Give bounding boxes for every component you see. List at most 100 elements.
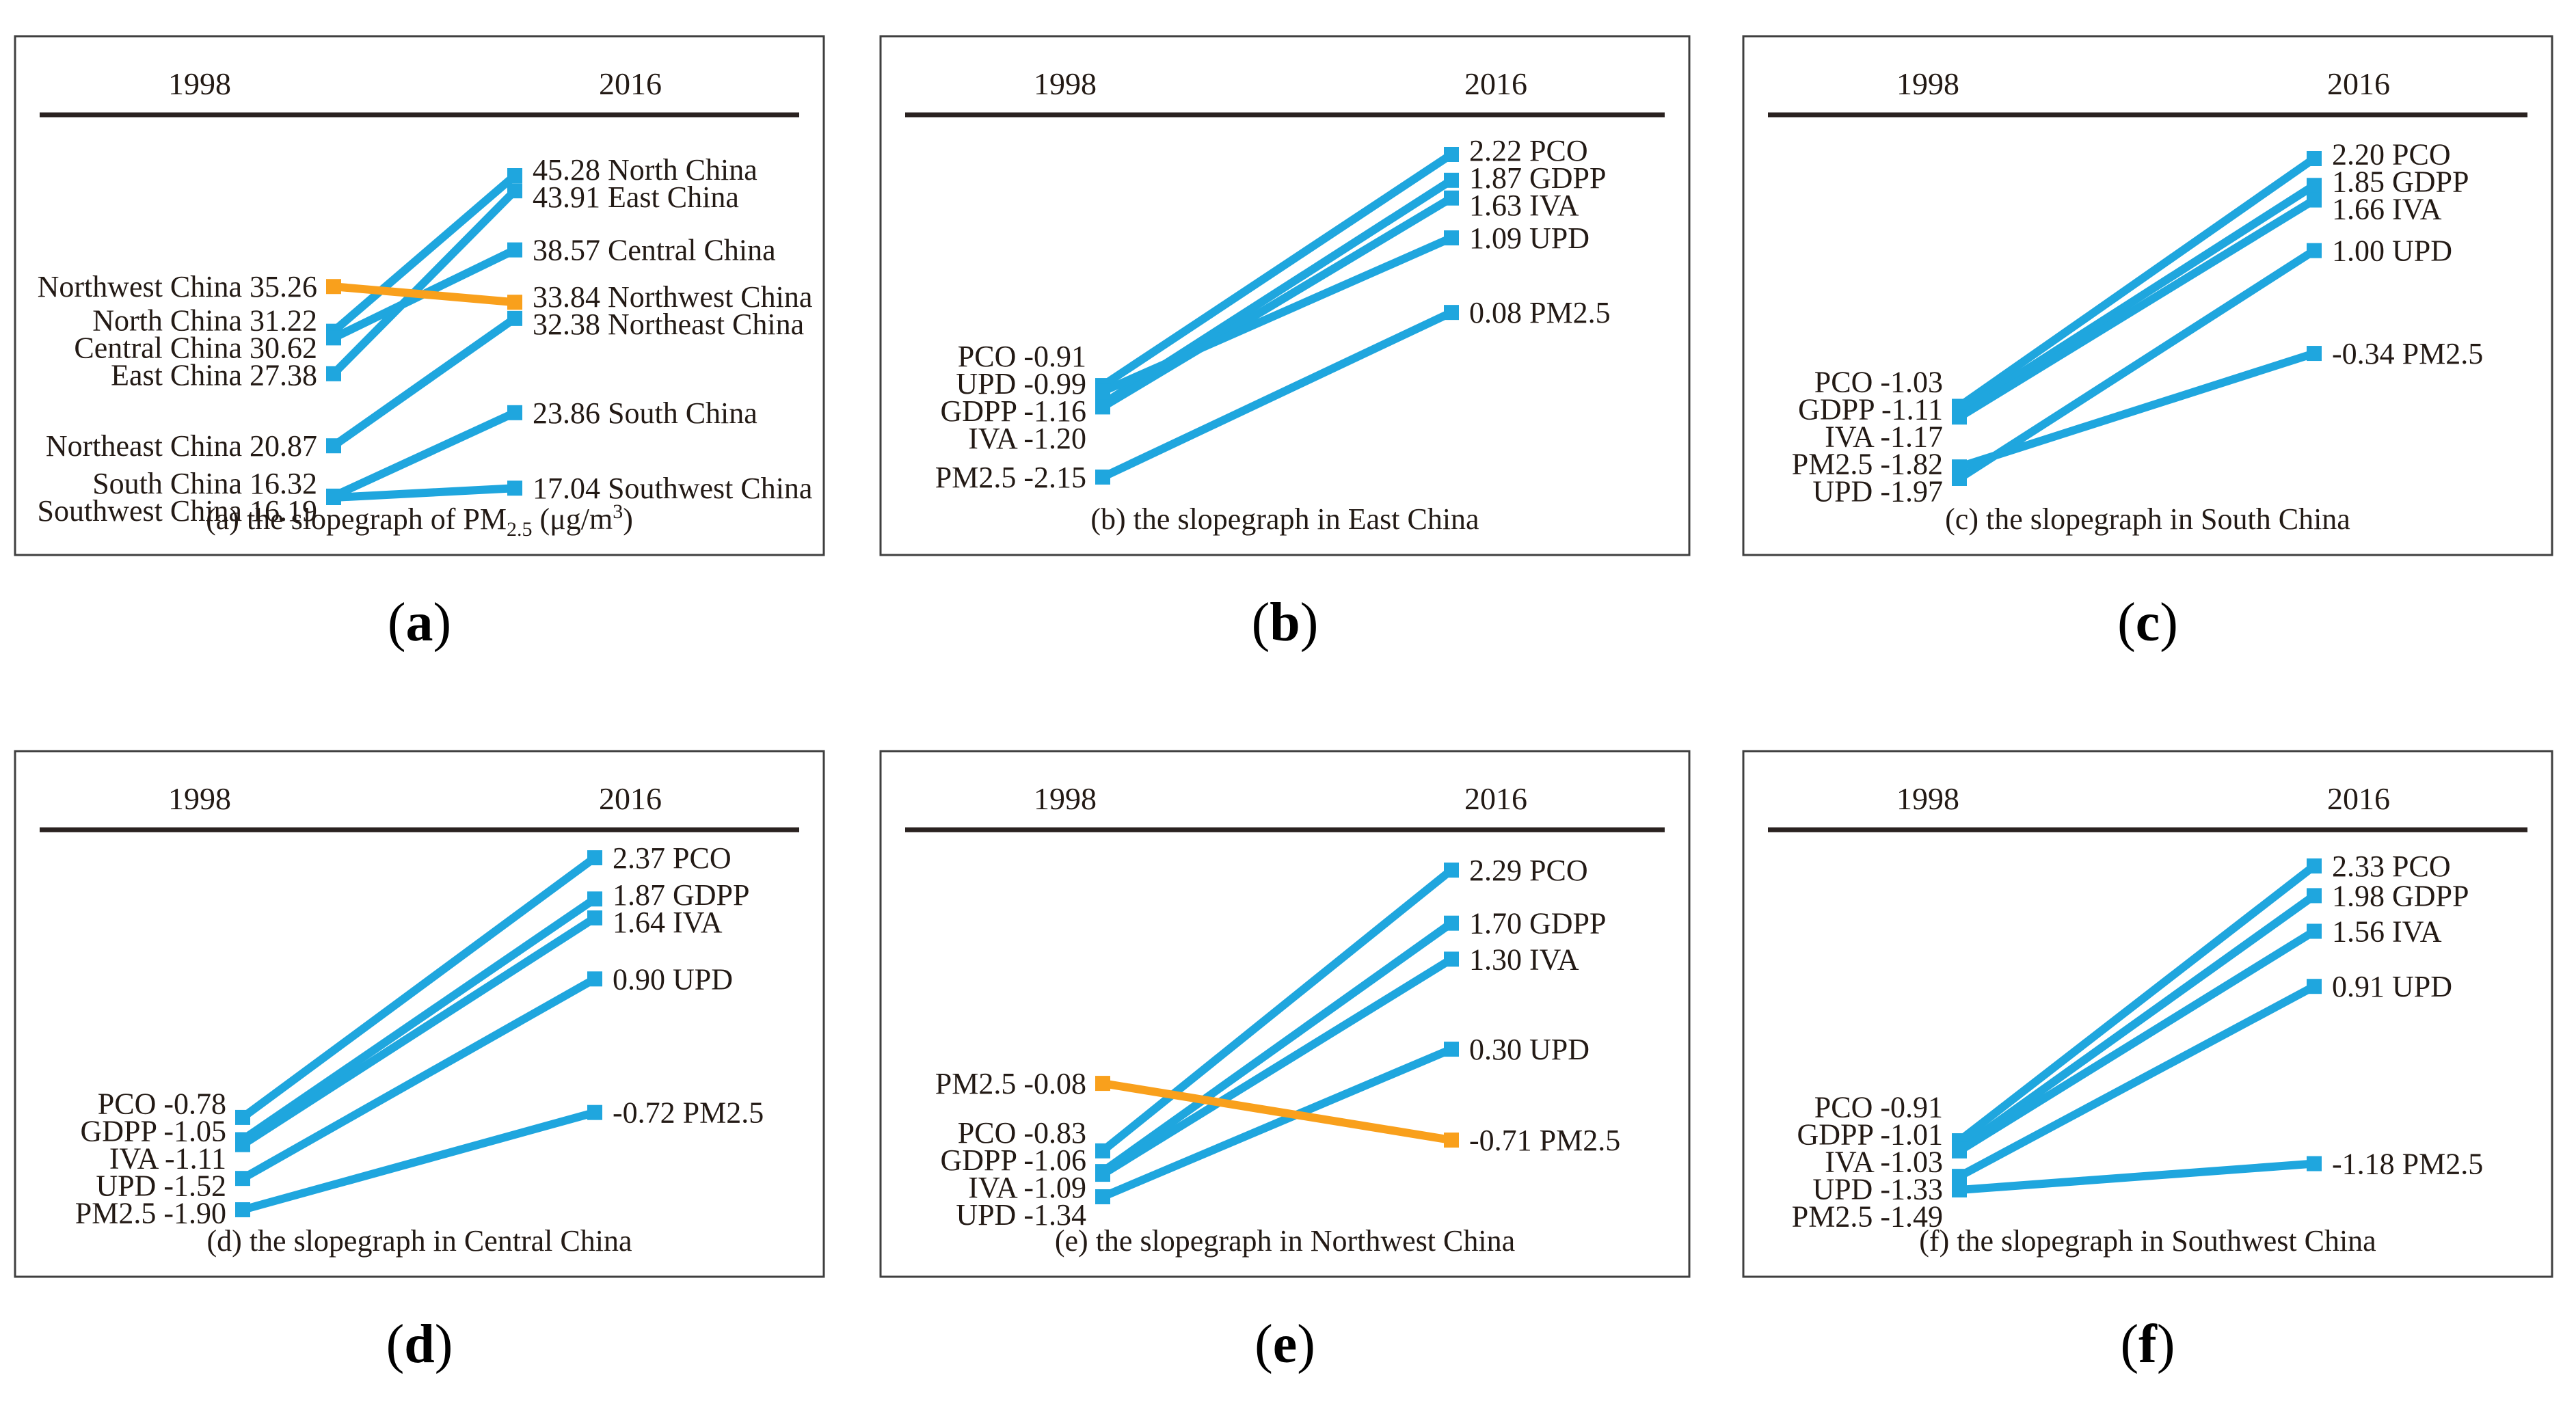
marker-right-pco: [2307, 151, 2322, 166]
marker-left-upd: [1952, 471, 1967, 486]
label-left-gdpp: GDPP -1.16: [940, 394, 1086, 428]
marker-right-iva: [2307, 192, 2322, 208]
slope-line-pm2.5: [1101, 308, 1453, 481]
year-2016-label: 2016: [599, 66, 662, 101]
marker-left-pm2.5: [1095, 1076, 1110, 1092]
label-left-upd: UPD -1.33: [1812, 1172, 1943, 1206]
slope-line-southwest-china: [333, 484, 515, 502]
label-right-southwest-china: 17.04 Southwest China: [533, 472, 812, 505]
label-right-pm2.5: -1.18 PM2.5: [2332, 1148, 2483, 1181]
label-left-gdpp: GDPP -1.01: [1797, 1117, 1943, 1151]
label-right-iva: 1.64 IVA: [613, 906, 723, 939]
panel-letter-paren: ): [435, 1314, 453, 1374]
marker-left-upd: [1095, 383, 1110, 399]
panel-letter-a: (a): [388, 593, 451, 653]
slope-line-pm2.5: [1958, 349, 2316, 471]
marker-left-iva: [235, 1137, 250, 1152]
year-2016-label: 2016: [1464, 66, 1527, 101]
caption-part: 3: [613, 500, 623, 523]
marker-left-upd: [235, 1171, 250, 1187]
panel-f-caption: (f) the slopegraph in Southwest China: [1919, 1224, 2376, 1258]
slope-line-iva: [1957, 927, 2317, 1155]
slope-line-iva: [1100, 956, 1454, 1178]
slope-line-upd: [241, 975, 597, 1182]
panel-letter-glyph: d: [404, 1314, 435, 1374]
marker-right-pm2.5: [587, 1104, 602, 1120]
marker-left-upd: [1952, 1169, 1967, 1184]
slope-line-upd: [1957, 982, 2316, 1180]
label-right-northwest-china: 33.84 Northwest China: [533, 280, 812, 314]
marker-right-iva: [587, 910, 602, 926]
marker-right-pm2.5: [1444, 1133, 1459, 1148]
caption-part: ): [623, 502, 633, 536]
panel-d-caption: (d) the slopegraph in Central China: [207, 1224, 632, 1258]
panel-e-frame: [879, 750, 1691, 1278]
label-left-pm2.5: PM2.5 -1.90: [75, 1196, 226, 1230]
marker-right-upd: [1444, 1042, 1459, 1057]
label-right-upd: 0.90 UPD: [613, 962, 733, 996]
label-right-east-china: 43.91 East China: [533, 180, 739, 214]
marker-right-north-china: [507, 168, 522, 183]
label-right-pco: 2.33 PCO: [2332, 850, 2451, 883]
label-left-upd: UPD -1.52: [96, 1169, 226, 1202]
year-1998-label: 1998: [1896, 781, 1959, 816]
caption-part: (μg/m: [533, 502, 613, 536]
marker-left-pco: [1095, 1143, 1110, 1158]
marker-right-northeast-china: [507, 310, 522, 326]
label-left-pm2.5: PM2.5 -1.49: [1792, 1200, 1943, 1233]
slope-line-pm2.5: [1959, 1159, 2315, 1194]
slope-line-pco: [1100, 150, 1454, 390]
marker-left-pm2.5: [1952, 1182, 1967, 1197]
panel-e: 1998 2016 PCO -0.83 2.29 PCO GDPP -1.06 1.70 …: [879, 750, 1691, 1374]
panel-f: 1998 2016 PCO -0.91 2.33 PCO GDPP -1.01 1.98 …: [1742, 750, 2553, 1374]
panel-a-caption: (a) the slopegraph of PM2.5 (μg/m3): [206, 500, 633, 541]
marker-left-southwest-china: [326, 490, 341, 505]
label-left-iva: IVA -1.11: [109, 1141, 226, 1175]
label-right-pm2.5: 0.08 PM2.5: [1469, 296, 1611, 329]
marker-right-upd: [2307, 243, 2322, 258]
slope-line-northeast-china: [331, 314, 518, 450]
label-right-iva: 1.63 IVA: [1469, 189, 1579, 222]
slope-line-upd: [1957, 247, 2317, 483]
label-right-central-china: 38.57 Central China: [533, 234, 776, 267]
marker-right-pco: [1444, 863, 1459, 878]
label-left-pco: PCO -0.83: [958, 1116, 1086, 1150]
panel-letter-paren: (: [2121, 1314, 2139, 1374]
panel-c-caption: (c) the slopegraph in South China: [1945, 502, 2350, 536]
slope-line-iva: [1100, 194, 1454, 411]
slope-line-upd: [1101, 1045, 1453, 1201]
panel-letter-glyph: a: [406, 593, 433, 653]
marker-right-pm2.5: [2307, 346, 2322, 362]
panel-letter-paren: ): [433, 593, 452, 653]
panel-letter-paren: (: [1255, 1314, 1273, 1374]
marker-right-southwest-china: [507, 480, 522, 496]
label-right-iva: 1.56 IVA: [2332, 915, 2442, 949]
label-left-south-china: South China 16.32: [92, 467, 317, 500]
marker-right-pco: [1444, 147, 1459, 162]
marker-right-pco: [587, 850, 602, 865]
label-left-gdpp: GDPP -1.06: [940, 1143, 1086, 1177]
label-left-pm2.5: PM2.5 -1.82: [1792, 447, 1943, 480]
label-left-central-china: Central China 30.62: [74, 331, 317, 365]
marker-left-pm2.5: [1952, 459, 1967, 475]
marker-right-northwest-china: [507, 295, 522, 310]
marker-left-northeast-china: [326, 438, 341, 454]
panel-a: 1998 2016 North China 31.22 45.28 North Chi…: [14, 35, 825, 653]
panel-letter-paren: ): [1300, 593, 1319, 653]
panel-letter-c: (c): [2117, 593, 2178, 653]
marker-left-pm2.5: [235, 1202, 250, 1217]
slope-line-iva: [1957, 196, 2317, 421]
marker-left-northwest-china: [326, 279, 341, 295]
marker-right-south-china: [507, 405, 522, 420]
slope-line-gdpp: [1957, 182, 2317, 416]
year-2016-label: 2016: [2327, 66, 2390, 101]
panel-letter-glyph: f: [2138, 1314, 2158, 1374]
marker-right-gdpp: [587, 891, 602, 907]
slope-line-gdpp: [240, 895, 598, 1143]
panel-letter-glyph: e: [1273, 1314, 1298, 1374]
marker-left-pco: [235, 1109, 250, 1125]
year-2016-label: 2016: [1464, 781, 1527, 816]
panel-letter-paren: (: [2117, 593, 2136, 653]
panel-letter-paren: ): [1297, 1314, 1315, 1374]
